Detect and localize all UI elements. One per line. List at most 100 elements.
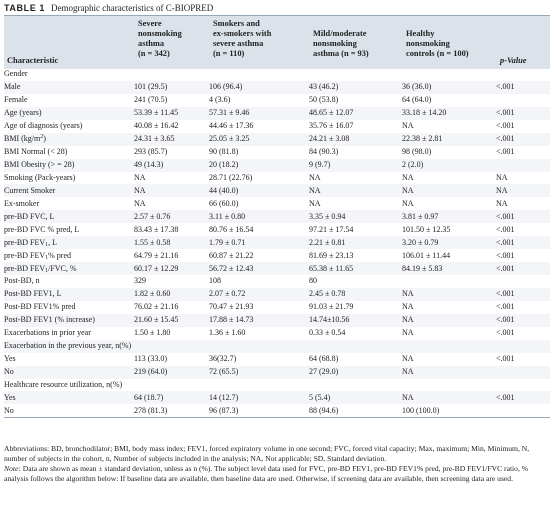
mild-value: 80 — [309, 276, 317, 286]
smokers-value: 56.72 ± 12.43 — [209, 262, 309, 275]
severe-value: 21.60 ± 15.45 — [134, 313, 209, 327]
table-row: BMI Normal (< 28) 293 (85.7) 90 (81.8) 84 (… — [4, 146, 550, 159]
table-row: pre-BD FEV1% pred 64.79 ± 21.16 60.87 ± 21… — [4, 249, 550, 262]
p-value — [496, 94, 550, 107]
p-value: <.001 — [496, 262, 550, 275]
severe-value: 101 (29.5) — [134, 80, 209, 94]
severe-value: 24.31 ± 3.65 — [134, 132, 209, 146]
table-header: Characteristic Severe nonsmoking asthma … — [4, 15, 550, 69]
data-note: Note: Data are shown as mean ± standard … — [4, 464, 552, 484]
healthy-value: NA — [402, 172, 414, 182]
table-row: Male 101 (29.5) 106 (96.4) 43 (46.2) 36 (36.… — [4, 80, 550, 94]
row-label: BMI Obesity (> = 28) — [4, 158, 134, 172]
header-mild: Mild/moderate nonsmoking asthma (n = 93) — [313, 29, 369, 58]
mild-value: 97.21 ± 17.54 — [309, 224, 354, 234]
smokers-value — [209, 339, 309, 353]
healthy-value: NA — [402, 391, 496, 405]
healthy-value — [402, 339, 496, 353]
p-value: <.001 — [496, 302, 515, 312]
table-row: BMI Obesity (> = 28) 49 (14.3) 20 (18.2) 9 … — [4, 158, 550, 172]
smokers-value: 72 (65.5) — [209, 365, 309, 379]
smokers-value: 108 — [209, 276, 221, 286]
table-row: pre-BD FEV1, L 1.55 ± 0.58 1.79 ± 0.71 2.21… — [4, 236, 550, 250]
mild-value: 81.69 ± 23.13 — [309, 250, 354, 260]
healthy-value: NA — [402, 354, 414, 364]
healthy-value: 36 (36.0) — [402, 80, 496, 94]
table-row: BMI (kg/m2) 24.31 ± 3.65 25.05 ± 3.25 24.21… — [4, 132, 550, 146]
note-text: Data are shown as mean ± standard deviat… — [4, 464, 529, 483]
healthy-value — [402, 275, 496, 288]
table-row: Yes 64 (18.7) 14 (12.7) 5 (5.4) NA <.001 — [4, 391, 550, 405]
smokers-value: 70.47 ± 21.93 — [209, 302, 254, 312]
table-row: No 219 (64.0) 72 (65.5) 27 (29.0) NA — [4, 365, 550, 379]
p-value: <.001 — [496, 250, 515, 260]
severe-value: 329 — [134, 276, 146, 286]
row-label: Smoking (Pack-years) — [4, 172, 76, 182]
p-value: <.001 — [496, 80, 550, 94]
severe-value: NA — [134, 198, 146, 208]
table-footnotes: Abbreviations: BD, bronchodilator; BMI, … — [4, 444, 552, 484]
mild-value — [309, 68, 402, 81]
row-label: Healthcare resource utilization, n(%) — [4, 379, 123, 389]
p-value: <.001 — [496, 236, 550, 250]
smokers-value: 2.07 ± 0.72 — [209, 287, 309, 301]
smokers-value — [209, 379, 309, 392]
mild-value: 88 (94.6) — [309, 404, 402, 419]
healthy-value: NA — [402, 287, 496, 301]
smokers-value: 80.76 ± 16.54 — [209, 224, 254, 234]
severe-value: 293 (85.7) — [134, 147, 168, 157]
table-row: Age of diagnosis (years) 40.08 ± 16.42 44.… — [4, 120, 550, 133]
mild-value: 50 (53.8) — [309, 95, 339, 105]
table-row: Exacerbation in the previous year, n(%) — [4, 339, 550, 353]
row-label: No — [4, 365, 134, 379]
healthy-value: 98 (98.0) — [402, 147, 432, 157]
healthy-value: 3.20 ± 0.79 — [402, 236, 496, 250]
table-row: Post-BD, n 329 108 80 — [4, 275, 550, 288]
row-label: Yes — [4, 391, 134, 405]
table-label: TABLE 1 — [4, 3, 46, 13]
header-severe: Severe nonsmoking asthma (n = 342) — [138, 19, 182, 58]
row-label: Age (years) — [4, 106, 134, 120]
table-row: Post-BD FEV1 (% increase) 21.60 ± 15.45 17… — [4, 313, 550, 327]
smokers-value: 90 (81.8) — [209, 147, 239, 157]
mild-value: 0.33 ± 0.54 — [309, 328, 346, 338]
p-value: <.001 — [496, 132, 550, 146]
healthy-value: NA — [402, 302, 414, 312]
healthy-value: 106.01 ± 11.44 — [402, 250, 451, 260]
mild-value: 91.03 ± 21.79 — [309, 302, 354, 312]
header-healthy: Healthy nonsmoking controls (n = 100) — [406, 29, 469, 58]
severe-value: 1.50 ± 1.80 — [134, 328, 171, 338]
p-value: <.001 — [496, 210, 550, 224]
healthy-value: 101.50 ± 12.35 — [402, 224, 451, 234]
row-label: Yes — [4, 354, 16, 364]
header-smokers: Smokers and ex-smokers with severe asthm… — [213, 19, 272, 58]
table-caption: TABLE 1 Demographic characteristics of C-… — [4, 2, 213, 14]
table-row: No 278 (81.3) 96 (87.3) 88 (94.6) 100 (100.0… — [4, 404, 550, 419]
smokers-value: 14 (12.7) — [209, 391, 309, 405]
mild-value: 24.21 ± 3.08 — [309, 132, 402, 146]
mild-value: 5 (5.4) — [309, 391, 402, 405]
mild-value: 48.65 ± 12.07 — [309, 106, 402, 120]
p-value — [496, 339, 550, 353]
row-label: Post-BD FEV1% pred — [4, 302, 76, 312]
smokers-value: 20 (18.2) — [209, 158, 309, 172]
row-label: Gender — [4, 69, 28, 79]
smokers-value: 4 (3.6) — [209, 95, 231, 105]
table-row: Current Smoker NA 44 (40.0) NA NA NA — [4, 184, 550, 198]
p-value: <.001 — [496, 354, 515, 364]
severe-value: NA — [134, 172, 146, 182]
smokers-value: 1.79 ± 0.71 — [209, 236, 309, 250]
p-value: <.001 — [496, 121, 515, 131]
mild-value: NA — [309, 184, 402, 198]
table-title: Demographic characteristics of C-BIOPRED — [51, 3, 214, 13]
row-label: Exacerbations in prior year — [4, 328, 91, 338]
row-label: BMI Normal (< 28) — [4, 147, 68, 157]
severe-value: 83.43 ± 17.38 — [134, 224, 179, 234]
row-label: Female — [4, 95, 28, 105]
row-label: Post-BD FEV1 (% increase) — [4, 313, 134, 327]
mild-value: 43 (46.2) — [309, 80, 402, 94]
p-value: <.001 — [496, 147, 515, 157]
p-value — [496, 68, 550, 81]
healthy-value: NA — [402, 328, 414, 338]
smokers-value: 106 (96.4) — [209, 80, 309, 94]
